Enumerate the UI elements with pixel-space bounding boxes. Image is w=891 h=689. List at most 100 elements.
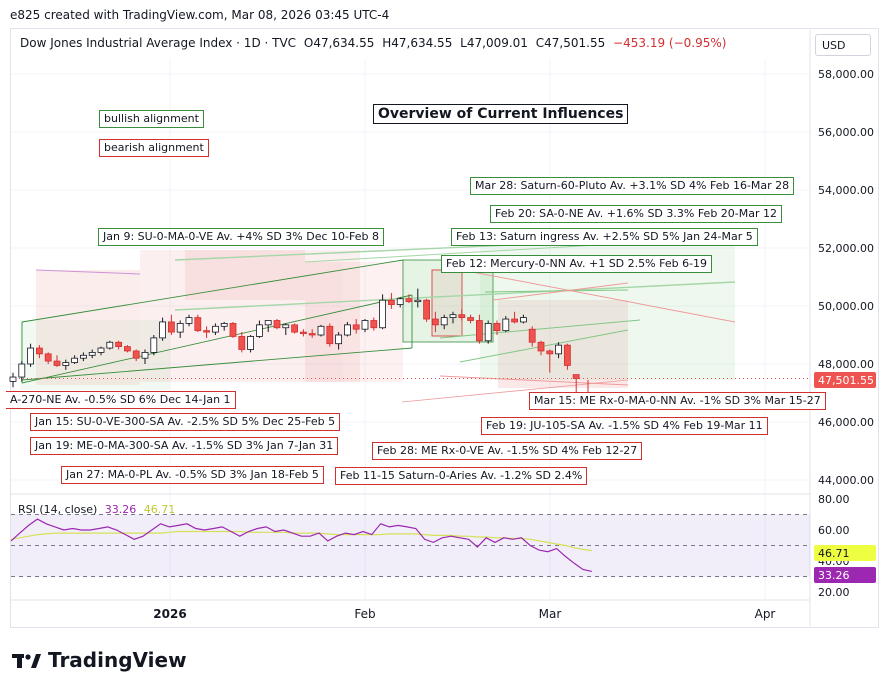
key-bearish-label: bearish alignment xyxy=(99,139,209,157)
rsi-title[interactable]: RSI (14, close) xyxy=(18,503,98,516)
candle xyxy=(493,320,501,335)
candle-body xyxy=(18,363,26,378)
candle-body xyxy=(97,347,105,353)
candle-body xyxy=(141,351,149,359)
candle xyxy=(396,297,404,308)
candle-body xyxy=(44,353,52,362)
candle-body xyxy=(203,330,211,333)
annotation-saturn-ingress[interactable]: Feb 13: Saturn ingress Av. +2.5% SD 5% J… xyxy=(451,228,758,246)
annotation-ju-sa[interactable]: Feb 19: JU-105-SA Av. -1.5% SD 4% Feb 19… xyxy=(481,417,768,435)
candle xyxy=(141,349,149,364)
candle-body xyxy=(379,299,387,329)
symbol-name[interactable]: Dow Jones Industrial Average Index · 1D … xyxy=(20,36,297,50)
rsi-tick-label: 60.00 xyxy=(818,524,850,537)
candle-body xyxy=(36,347,43,355)
candle-body xyxy=(124,346,131,352)
candle xyxy=(484,320,492,344)
channel-line xyxy=(21,259,404,323)
time-tick-label: Mar xyxy=(539,607,562,621)
candle xyxy=(572,374,580,393)
annotation-me-rx-ma-nn[interactable]: Mar 15: ME Rx-0-MA-0-NN Av. -1% SD 3% Ma… xyxy=(529,392,826,410)
price-tick-label: 52,000.00 xyxy=(818,242,874,255)
candle xyxy=(343,321,351,337)
candle xyxy=(44,352,52,364)
candle xyxy=(273,319,281,330)
rsi-value-text: 33.26 xyxy=(104,503,137,516)
candle-body xyxy=(291,324,299,333)
candle xyxy=(326,323,334,347)
candle xyxy=(282,323,290,335)
open-value: O47,634.55 xyxy=(303,36,375,50)
candle xyxy=(185,314,193,327)
candle-body xyxy=(211,325,219,333)
candle-body xyxy=(115,341,122,347)
candle-body xyxy=(528,328,536,343)
candle-body xyxy=(502,318,510,332)
rsi-ma-price-label: 46.71 xyxy=(814,545,876,561)
candle-body xyxy=(387,299,395,305)
candle xyxy=(88,349,96,359)
tradingview-logo[interactable]: TradingView xyxy=(12,648,187,672)
candle xyxy=(229,321,237,338)
annotation-me-ma-sa[interactable]: Jan 19: ME-0-MA-300-SA Av. -1.5% SD 3% J… xyxy=(30,437,339,455)
grid-layer xyxy=(11,30,811,626)
candle xyxy=(414,288,422,308)
annotation-sa-ne[interactable]: Feb 20: SA-0-NE Av. +1.6% SD 3.3% Feb 20… xyxy=(490,205,783,223)
candle-body xyxy=(150,337,158,353)
annotation-ma-pl[interactable]: Jan 27: MA-0-PL Av. -0.5% SD 3% Jan 18-F… xyxy=(61,466,324,484)
price-tick-label: 44,000.00 xyxy=(818,474,874,487)
candle xyxy=(106,340,114,350)
candle-body xyxy=(255,324,263,337)
currency-selector[interactable]: USD xyxy=(815,34,871,56)
candle-body xyxy=(185,317,193,324)
candle xyxy=(264,320,272,333)
channel-line xyxy=(21,347,413,381)
candle-body xyxy=(458,314,466,319)
price-tick-label: 56,000.00 xyxy=(818,126,874,139)
candle-body xyxy=(449,314,457,319)
rsi-ma-value-text: 46.71 xyxy=(143,503,176,516)
candle xyxy=(71,355,78,364)
candle-body xyxy=(282,324,290,329)
rsi-tick-label: 20.00 xyxy=(818,586,850,599)
candle-body xyxy=(396,298,404,305)
time-tick-label: Feb xyxy=(354,607,375,621)
low-value: L47,009.01 xyxy=(460,36,528,50)
candle-body xyxy=(440,317,448,326)
candle xyxy=(387,292,395,309)
channel-line xyxy=(439,319,641,339)
candle-body xyxy=(414,299,422,303)
candle xyxy=(211,323,219,335)
rsi-line xyxy=(10,518,592,572)
candle-body xyxy=(27,347,35,365)
candle-body xyxy=(273,320,281,329)
candle xyxy=(97,346,105,356)
annotation-me-rx-ve[interactable]: Feb 28: ME Rx-0-VE Av. -1.5% SD 4% Feb 1… xyxy=(372,442,643,460)
chart-title: Overview of Current Influences xyxy=(373,104,629,124)
candle xyxy=(124,345,131,353)
bearish-zone xyxy=(498,300,628,388)
candle-body xyxy=(352,324,360,330)
annotation-saturn-aries[interactable]: Feb 11-15 Saturn-0-Aries Av. -1.2% SD 2.… xyxy=(335,467,588,485)
candle xyxy=(335,332,343,350)
candle-body xyxy=(229,322,237,337)
rsi-price-label: 33.26 xyxy=(814,567,876,583)
candle-body xyxy=(546,350,554,355)
channel-line xyxy=(401,379,629,403)
annotation-su-ve-sa[interactable]: Jan 15: SU-0-VE-300-SA Av. -2.5% SD 5% D… xyxy=(30,413,341,431)
candle xyxy=(9,372,17,388)
candle-body xyxy=(343,324,351,336)
candle xyxy=(238,332,246,353)
candles xyxy=(9,288,580,393)
candle xyxy=(370,317,378,331)
candle xyxy=(440,314,448,330)
annotation-a-270-ne[interactable]: A-270-NE Av. -0.5% SD 6% Dec 14-Jan 1 xyxy=(6,391,236,409)
annotation-mercury-nn[interactable]: Feb 12: Mercury-0-NN Av. +1 SD 2.5% Feb … xyxy=(441,255,713,273)
candle xyxy=(203,326,211,338)
annotation-su-ma-ve[interactable]: Jan 9: SU-0-MA-0-VE Av. +4% SD 3% Dec 10… xyxy=(98,228,384,246)
annotation-saturn-pluto[interactable]: Mar 28: Saturn-60-Pluto Av. +3.1% SD 4% … xyxy=(470,177,795,195)
candle xyxy=(176,320,184,338)
bearish-zone xyxy=(36,270,140,385)
